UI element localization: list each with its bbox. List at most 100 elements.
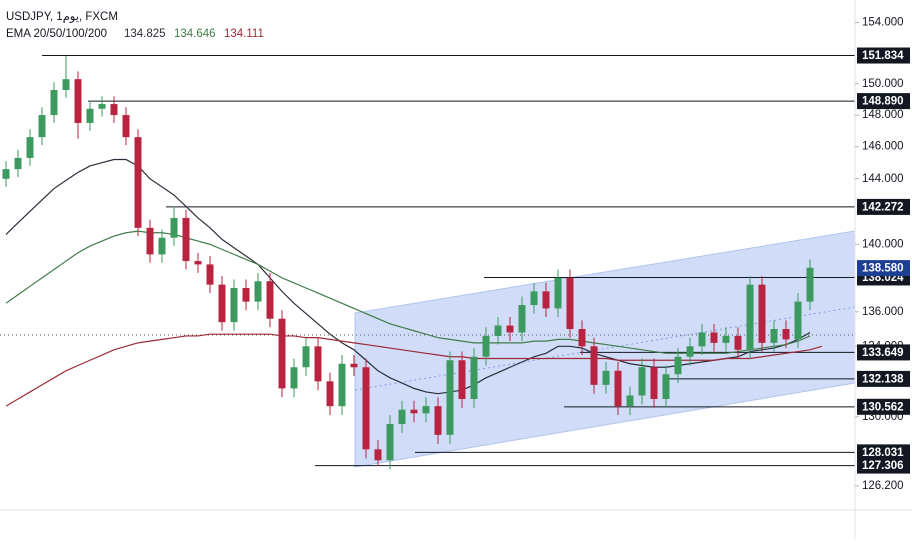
y-tick-label: 144.000 xyxy=(862,173,904,185)
ema-value: 134.646 xyxy=(174,28,216,40)
y-tick-label: 154.000 xyxy=(862,17,904,29)
ema-values: 134.825 134.646 134.111 xyxy=(124,28,264,40)
ema-line xyxy=(5,333,823,407)
candle-body xyxy=(242,288,250,302)
candle-body xyxy=(554,277,562,309)
candle-body xyxy=(614,370,622,407)
candle-body xyxy=(158,237,166,255)
candle-body xyxy=(194,261,202,265)
candle-body xyxy=(62,79,70,91)
symbol-title: USDJPY, 1يوم, FXCM xyxy=(6,11,118,24)
y-tick-label: 148.000 xyxy=(862,109,904,121)
candle-body xyxy=(398,409,406,425)
candle-body xyxy=(602,370,610,385)
candle-body xyxy=(710,332,718,343)
candle-body xyxy=(374,449,382,461)
candles xyxy=(2,56,814,470)
candle-body xyxy=(626,395,634,407)
level-badge xyxy=(857,444,910,461)
candle-body xyxy=(722,335,730,343)
candle-body xyxy=(26,137,34,158)
y-tick-label: 136.000 xyxy=(862,306,904,318)
level-label: 128.031 xyxy=(862,447,904,459)
level-label: 133.649 xyxy=(862,347,904,359)
price-axis: 154.000 150.000 148.000 146.000 144.000 140.0… xyxy=(855,17,904,492)
candle-body xyxy=(278,318,286,389)
candle-body xyxy=(746,284,754,350)
candle-body xyxy=(218,284,226,323)
candle-body xyxy=(314,346,322,382)
candle-body xyxy=(170,217,178,238)
candle-body xyxy=(350,363,358,368)
candle-body xyxy=(806,267,814,302)
candle-body xyxy=(650,367,658,400)
level-badge xyxy=(857,457,910,474)
candle-body xyxy=(14,157,22,170)
candle-body xyxy=(98,104,106,109)
y-tick-label: 146.000 xyxy=(862,141,904,153)
candle-body xyxy=(206,264,214,285)
ema-line xyxy=(5,230,811,354)
y-tick-label: 140.000 xyxy=(862,238,904,250)
candle-body xyxy=(542,291,550,309)
ema-label: EMA 20/50/100/200 xyxy=(6,28,107,40)
candle-body xyxy=(698,332,706,347)
last-price-badge xyxy=(857,260,910,277)
level-label: 132.138 xyxy=(862,373,904,385)
candle-body xyxy=(578,329,586,347)
candle-body xyxy=(254,281,262,302)
candle-body xyxy=(266,281,274,319)
level-badge xyxy=(857,344,910,361)
level-label: 127.306 xyxy=(862,460,904,472)
y-tick-label: 126.200 xyxy=(862,480,904,492)
candle-body xyxy=(386,424,394,461)
candle-body xyxy=(782,329,790,340)
candle-body xyxy=(590,346,598,385)
candle-body xyxy=(566,277,574,330)
level-label: 148.890 xyxy=(862,96,904,108)
y-tick-label: 150.000 xyxy=(862,78,904,90)
candle-body xyxy=(326,381,334,407)
level-badge xyxy=(857,370,910,387)
candle-body xyxy=(2,169,10,179)
candle-body xyxy=(458,360,466,400)
candle-body xyxy=(734,335,742,350)
candle-body xyxy=(182,217,190,262)
candle-body xyxy=(530,291,538,306)
candle-body xyxy=(110,104,118,116)
level-label: 142.272 xyxy=(862,201,904,213)
candle-body xyxy=(506,325,514,333)
level-label: 151.834 xyxy=(862,50,904,62)
level-labels: 151.834148.890142.272138.024133.649132.1… xyxy=(857,47,910,474)
candle-body xyxy=(494,325,502,336)
ema-value: 134.111 xyxy=(224,28,264,40)
candle-body xyxy=(518,305,526,333)
candle-body xyxy=(758,284,766,343)
candle-body xyxy=(410,409,418,414)
candle-body xyxy=(662,374,670,400)
ema-value: 134.825 xyxy=(124,28,166,40)
candle-body xyxy=(338,363,346,407)
candle-body xyxy=(38,115,46,138)
last-price-label: 138.580 xyxy=(862,263,904,275)
levels xyxy=(42,55,855,467)
candle-body xyxy=(134,137,142,228)
candle-body xyxy=(146,227,154,255)
candle-body xyxy=(686,346,694,357)
candle-body xyxy=(290,367,298,389)
level-badge xyxy=(857,198,910,215)
candle-body xyxy=(86,108,94,123)
candle-body xyxy=(422,406,430,414)
candle-body xyxy=(302,346,310,368)
candle-body xyxy=(794,301,802,340)
candle-body xyxy=(674,356,682,375)
level-badge xyxy=(857,93,910,110)
candle-body xyxy=(434,406,442,435)
candle-body xyxy=(638,367,646,396)
candle-body xyxy=(230,288,238,323)
candle-body xyxy=(362,367,370,450)
level-label: 130.562 xyxy=(862,401,904,413)
candle-body xyxy=(446,360,454,435)
level-badge xyxy=(857,398,910,415)
